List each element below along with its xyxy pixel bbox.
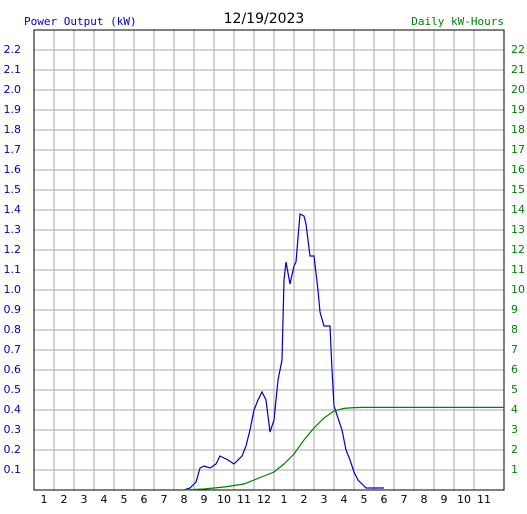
x-tick-label: 11 (237, 493, 251, 506)
y-tick-label: 0.4 (4, 403, 22, 416)
x-tick-label: 5 (361, 493, 368, 506)
y-tick-label: 1.9 (4, 103, 22, 116)
x-tick-label: 1 (41, 493, 48, 506)
x-tick-label: 10 (217, 493, 231, 506)
y-tick-label: 0.8 (4, 323, 22, 336)
x-tick-label: 6 (141, 493, 148, 506)
x-tick-label: 7 (161, 493, 168, 506)
x-tick-label: 3 (321, 493, 328, 506)
y2-tick-label: 3 (511, 423, 518, 436)
y-tick-label: 1.2 (4, 243, 22, 256)
series-line (183, 213, 384, 491)
x-tick-label: 7 (401, 493, 408, 506)
x-tick-label: 9 (441, 493, 448, 506)
y-tick-label: 1.6 (4, 163, 22, 176)
y-tick-label: 0.6 (4, 363, 22, 376)
y2-tick-label: 2 (511, 443, 518, 456)
y2-tick-label: 15 (511, 183, 525, 196)
y2-tick-label: 16 (511, 163, 525, 176)
y-tick-label: 0.7 (4, 343, 22, 356)
x-tick-label: 12 (257, 493, 271, 506)
x-tick-label: 9 (201, 493, 208, 506)
y2-tick-label: 5 (511, 383, 518, 396)
x-tick-label: 10 (457, 493, 471, 506)
y-tick-label: 2.0 (4, 83, 22, 96)
y-tick-label: 0.3 (4, 423, 22, 436)
x-tick-label: 2 (61, 493, 68, 506)
y2-tick-label: 9 (511, 303, 518, 316)
y2-tick-label: 8 (511, 323, 518, 336)
y2-tick-label: 14 (511, 203, 525, 216)
y-tick-label: 1.0 (4, 283, 22, 296)
x-tick-label: 8 (181, 493, 188, 506)
series-line (183, 406, 504, 491)
y2-tick-label: 1 (511, 463, 518, 476)
y2-tick-label: 11 (511, 263, 525, 276)
y-tick-label: 2.2 (4, 43, 22, 56)
x-tick-label: 8 (421, 493, 428, 506)
y-tick-label: 1.3 (4, 223, 22, 236)
y-tick-label: 0.9 (4, 303, 22, 316)
y-tick-label: 1.1 (4, 263, 22, 276)
y2-tick-label: 12 (511, 243, 525, 256)
y2-tick-label: 22 (511, 43, 525, 56)
y-tick-label: 0.5 (4, 383, 22, 396)
y-tick-label: 1.5 (4, 183, 22, 196)
y-tick-label: 1.7 (4, 143, 22, 156)
y-tick-label: 0.2 (4, 443, 22, 456)
y-axis-label: Power Output (kW) (24, 15, 137, 28)
y-tick-label: 1.8 (4, 123, 22, 136)
y2-tick-label: 17 (511, 143, 525, 156)
x-tick-label: 2 (301, 493, 308, 506)
y2-tick-label: 19 (511, 103, 525, 116)
x-tick-label: 11 (477, 493, 491, 506)
x-tick-label: 4 (341, 493, 348, 506)
y-tick-label: 1.4 (4, 203, 22, 216)
x-tick-label: 4 (101, 493, 108, 506)
x-tick-label: 5 (121, 493, 128, 506)
plot-frame (33, 29, 505, 491)
y2-tick-label: 10 (511, 283, 525, 296)
y2-tick-label: 20 (511, 83, 525, 96)
y-tick-label: 2.1 (4, 63, 22, 76)
y2-tick-label: 4 (511, 403, 518, 416)
chart-title: 12/19/2023 (224, 11, 305, 27)
x-tick-label: 6 (381, 493, 388, 506)
y2-tick-label: 6 (511, 363, 518, 376)
y2-axis-label: Daily kW-Hours (411, 15, 504, 28)
y2-tick-label: 7 (511, 343, 518, 356)
x-tick-label: 1 (281, 493, 288, 506)
y2-tick-label: 18 (511, 123, 525, 136)
y-tick-label: 0.1 (4, 463, 22, 476)
y2-tick-label: 13 (511, 223, 525, 236)
y2-tick-label: 21 (511, 63, 525, 76)
x-tick-label: 3 (81, 493, 88, 506)
